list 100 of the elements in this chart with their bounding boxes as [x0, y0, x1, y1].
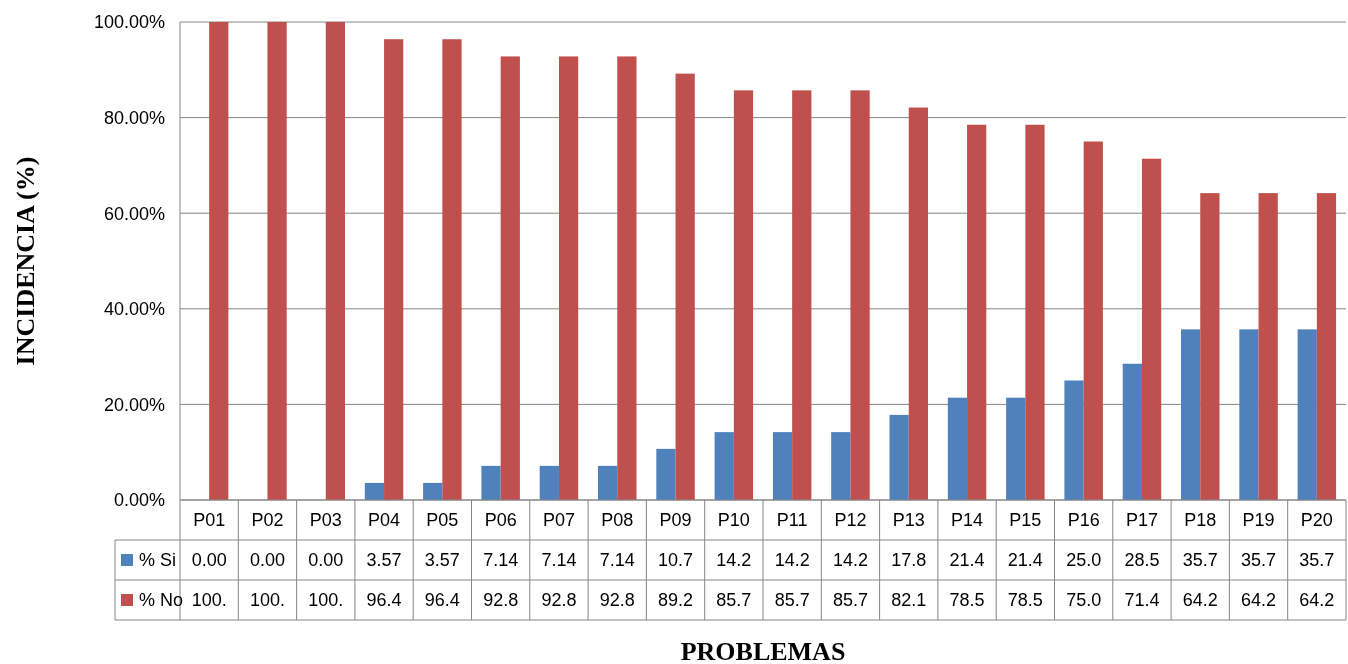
bar [209, 22, 229, 500]
bar [481, 465, 501, 500]
x-tick-label: P05 [426, 510, 459, 531]
data-label: 92.8 [541, 590, 577, 611]
x-tick-label: P07 [542, 510, 575, 531]
data-label: 7.14 [599, 550, 635, 571]
x-tick-label: P13 [892, 510, 925, 531]
data-label: 7.14 [483, 550, 519, 571]
data-label: 14.2 [716, 550, 752, 571]
bar [1316, 193, 1337, 500]
bar [1141, 158, 1162, 500]
data-label: 85.7 [716, 590, 752, 611]
bar [889, 414, 909, 500]
bar [967, 124, 987, 500]
data-label: 92.8 [483, 590, 519, 611]
data-label: 28.5 [1124, 550, 1160, 571]
data-label: 21.4 [949, 550, 985, 571]
bar [1297, 329, 1317, 500]
data-label: 64.2 [1182, 590, 1218, 611]
data-label: 0.00 [249, 550, 285, 571]
bar [442, 39, 462, 500]
data-label: 35.7 [1299, 550, 1335, 571]
data-label: 21.4 [1007, 550, 1043, 571]
x-tick-label: P14 [951, 510, 984, 531]
bar [656, 448, 676, 500]
y-tick-label: 60.00% [103, 203, 165, 224]
bar [850, 90, 870, 500]
bar [675, 73, 695, 500]
bar [1025, 124, 1045, 500]
bar [772, 432, 793, 500]
x-tick-label: P19 [1242, 510, 1275, 531]
bar [539, 465, 559, 500]
bar [1083, 141, 1103, 500]
data-label: 96.4 [424, 590, 460, 611]
x-tick-label: P12 [834, 510, 867, 531]
bar [423, 482, 443, 500]
data-label: 89.2 [658, 590, 694, 611]
data-label: 92.8 [599, 590, 635, 611]
x-axis-title: PROBLEMAS [680, 637, 846, 664]
data-label: 71.4 [1124, 590, 1160, 611]
data-label: 64.2 [1299, 590, 1335, 611]
x-tick-label: P20 [1300, 510, 1333, 531]
data-label: 14.2 [832, 550, 868, 571]
data-label: 7.14 [541, 550, 577, 571]
x-tick-label: P09 [659, 510, 692, 531]
bar [733, 90, 754, 500]
x-tick-label: P01 [193, 510, 226, 531]
data-label: 17.8 [891, 550, 927, 571]
data-label: 75.0 [1066, 590, 1102, 611]
data-label: 14.2 [774, 550, 810, 571]
x-tick-label: P04 [368, 510, 401, 531]
bar [267, 22, 287, 500]
x-tick-label: P15 [1009, 510, 1042, 531]
bar [500, 56, 520, 500]
data-label: 0.00 [191, 550, 227, 571]
data-label: 3.57 [424, 550, 460, 571]
bar [1181, 329, 1201, 500]
y-tick-label: 80.00% [103, 107, 165, 128]
x-tick-label: P11 [776, 510, 808, 531]
bar [831, 432, 851, 500]
x-tick-label: P17 [1125, 510, 1158, 531]
legend-label: % Si [139, 550, 177, 571]
x-tick-label: P03 [309, 510, 342, 531]
data-label: 100. [249, 590, 285, 611]
data-label: 25.0 [1066, 550, 1102, 571]
x-tick-label: P18 [1184, 510, 1217, 531]
data-label: 82.1 [891, 590, 927, 611]
data-label: 100. [308, 590, 344, 611]
bar [1200, 193, 1220, 500]
x-tick-label: P06 [484, 510, 517, 531]
x-tick-label: P16 [1067, 510, 1100, 531]
bar [1064, 380, 1084, 500]
bar [947, 397, 968, 500]
y-axis-title: INCIDENCIA (%) [11, 156, 40, 366]
bar [1006, 397, 1026, 500]
y-tick-label: 20.00% [103, 394, 165, 415]
x-tick-label: P08 [601, 510, 634, 531]
y-tick-label: 40.00% [103, 299, 165, 320]
bar [617, 56, 637, 500]
bar [792, 90, 812, 500]
data-label: 85.7 [832, 590, 868, 611]
data-label: 0.00 [308, 550, 344, 571]
bar [1122, 363, 1142, 500]
bar [384, 39, 404, 500]
data-label: 64.2 [1241, 590, 1277, 611]
data-label: 35.7 [1241, 550, 1277, 571]
data-label: 78.5 [1007, 590, 1043, 611]
y-tick-label: 100.00% [93, 12, 165, 33]
bar [558, 56, 579, 500]
bar [908, 107, 928, 500]
data-label: 3.57 [366, 550, 402, 571]
bar [714, 432, 734, 500]
x-tick-label: P10 [717, 510, 750, 531]
data-label: 100. [191, 590, 227, 611]
data-label: 35.7 [1182, 550, 1218, 571]
bar [1258, 193, 1278, 500]
bar [325, 22, 345, 500]
bar [1239, 329, 1259, 500]
y-tick-label: 0.00% [113, 490, 165, 511]
x-tick-label: P02 [251, 510, 284, 531]
